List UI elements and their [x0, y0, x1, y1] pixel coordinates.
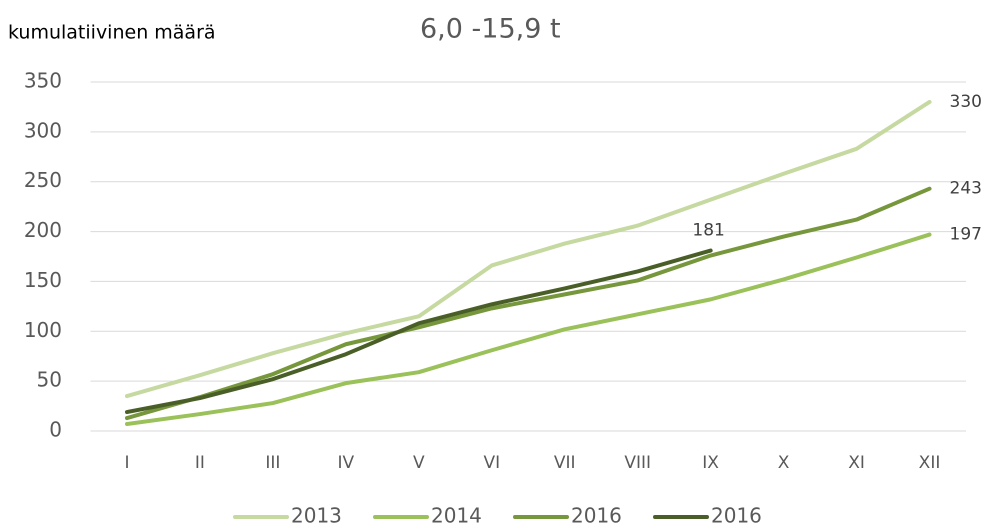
x-tick-label: II — [195, 453, 205, 473]
y-tick-label: 250 — [24, 168, 62, 192]
y-tick-label: 100 — [24, 318, 62, 342]
x-tick-label: IV — [338, 453, 355, 473]
series-line — [124, 248, 713, 415]
data-label: 243 — [950, 179, 982, 199]
x-tick-label: VIII — [624, 453, 651, 473]
series-line — [124, 99, 932, 399]
y-tick-label: 50 — [37, 368, 62, 392]
legend-label: 2013 — [291, 504, 342, 527]
legend-label: 2014 — [431, 504, 482, 527]
series-line — [124, 232, 932, 427]
chart-subtitle: 6,0 -15,9 t — [420, 14, 561, 45]
data-label: 197 — [950, 225, 982, 245]
chart-title: kumulatiivinen määrä — [8, 22, 216, 44]
y-tick-label: 200 — [24, 218, 62, 242]
x-tick-label: III — [265, 453, 280, 473]
legend-label: 2016 — [711, 504, 762, 527]
y-tick-label: 350 — [24, 69, 62, 93]
x-tick-label: XI — [848, 453, 865, 473]
x-tick-label: I — [124, 453, 129, 473]
y-tick-label: 150 — [24, 268, 62, 292]
series-line — [124, 186, 932, 421]
data-label: 181 — [692, 221, 724, 241]
x-tick-label: XII — [919, 453, 941, 473]
y-tick-label: 0 — [49, 418, 62, 442]
x-tick-label: V — [413, 453, 425, 473]
legend-label: 2016 — [571, 504, 622, 527]
x-tick-label: VII — [554, 453, 576, 473]
x-tick-label: VI — [483, 453, 500, 473]
y-tick-label: 300 — [24, 118, 62, 142]
x-tick-label: X — [778, 453, 790, 473]
x-tick-label: IX — [702, 453, 719, 473]
data-label: 330 — [950, 92, 982, 112]
